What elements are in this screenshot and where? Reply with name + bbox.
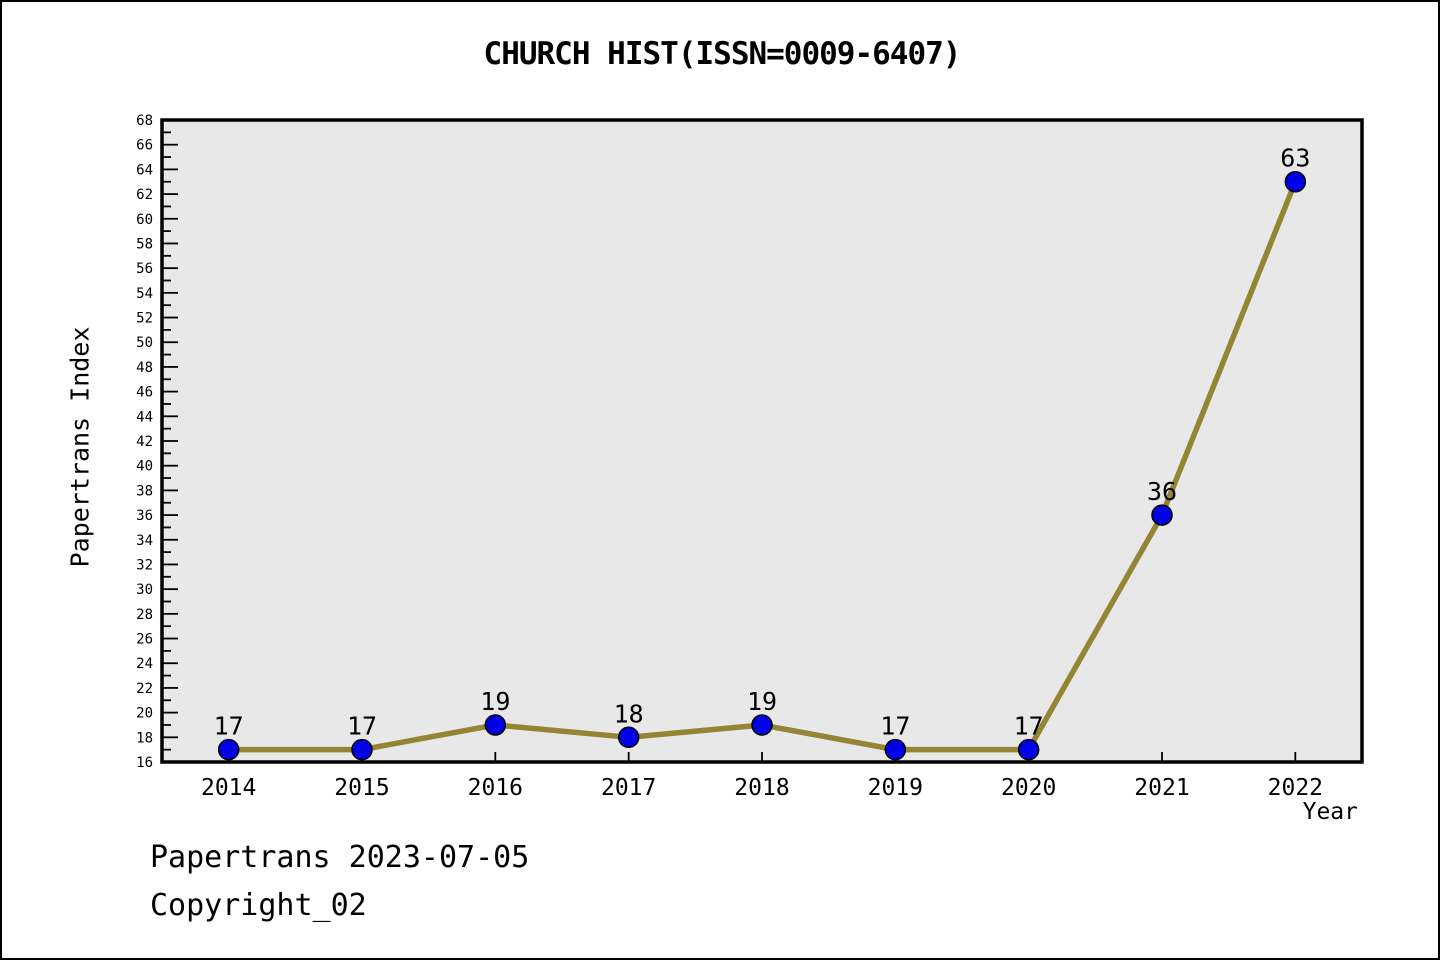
y-tick-label: 40 (136, 459, 153, 475)
x-tick-label: 2021 (1134, 775, 1189, 801)
point-label: 19 (747, 687, 777, 716)
y-tick-label: 58 (136, 236, 153, 252)
watermark-copyright: Copyright_02 (150, 888, 367, 923)
y-tick-label: 44 (136, 409, 153, 425)
y-tick-label: 32 (136, 557, 153, 573)
y-tick-label: 64 (136, 162, 153, 178)
data-point (1284, 170, 1307, 193)
data-point (884, 738, 907, 761)
data-point (351, 738, 373, 761)
data-point (217, 738, 240, 761)
point-label: 17 (347, 712, 377, 741)
y-tick-label: 20 (136, 706, 153, 722)
point-label: 17 (1014, 712, 1044, 741)
y-tick-label: 66 (136, 138, 153, 154)
point-label: 17 (214, 712, 244, 741)
y-tick-label: 16 (136, 755, 153, 771)
y-tick-label: 18 (136, 730, 153, 746)
y-tick-label: 62 (136, 187, 153, 203)
point-label: 17 (880, 712, 910, 741)
y-tick-label: 34 (136, 533, 153, 549)
chart-title: CHURCH HIST(ISSN=0009-6407) (483, 36, 962, 72)
y-tick-label: 68 (136, 113, 153, 129)
watermark-date: Papertrans 2023-07-05 (150, 840, 530, 875)
y-tick-label: 24 (136, 656, 153, 672)
x-tick-label: 2016 (468, 775, 523, 801)
point-label: 18 (614, 699, 644, 728)
data-point (751, 714, 773, 736)
x-tick-label: 2015 (334, 775, 389, 801)
y-tick-label: 50 (136, 335, 153, 351)
y-tick-label: 22 (136, 681, 153, 697)
x-tick-label: 2018 (734, 775, 789, 801)
x-tick-label: 2017 (601, 775, 656, 801)
data-point (617, 726, 640, 749)
point-label: 63 (1280, 144, 1310, 173)
x-tick-label: 2020 (1001, 775, 1056, 801)
x-axis-title: Year (1302, 799, 1358, 825)
y-tick-label: 30 (136, 582, 153, 598)
point-label: 36 (1147, 477, 1177, 506)
y-tick-label: 48 (136, 360, 153, 376)
y-tick-label: 52 (136, 311, 153, 327)
point-label: 19 (480, 687, 510, 716)
y-tick-label: 38 (136, 483, 153, 499)
data-point (484, 714, 507, 736)
y-tick-label: 56 (136, 261, 153, 277)
data-point (1151, 504, 1173, 526)
y-tick-label: 54 (136, 286, 153, 302)
x-tick-label: 2019 (868, 775, 923, 801)
x-tick-label: 2022 (1268, 775, 1323, 801)
y-tick-label: 42 (136, 434, 153, 450)
y-tick-label: 28 (136, 607, 153, 623)
y-tick-label: 46 (136, 385, 153, 401)
plot-area (160, 118, 1364, 764)
data-point (1017, 738, 1040, 761)
x-tick-label: 2014 (201, 775, 256, 801)
y-tick-label: 60 (136, 212, 153, 228)
y-tick-label: 36 (136, 508, 153, 524)
y-tick-label: 26 (136, 632, 153, 648)
